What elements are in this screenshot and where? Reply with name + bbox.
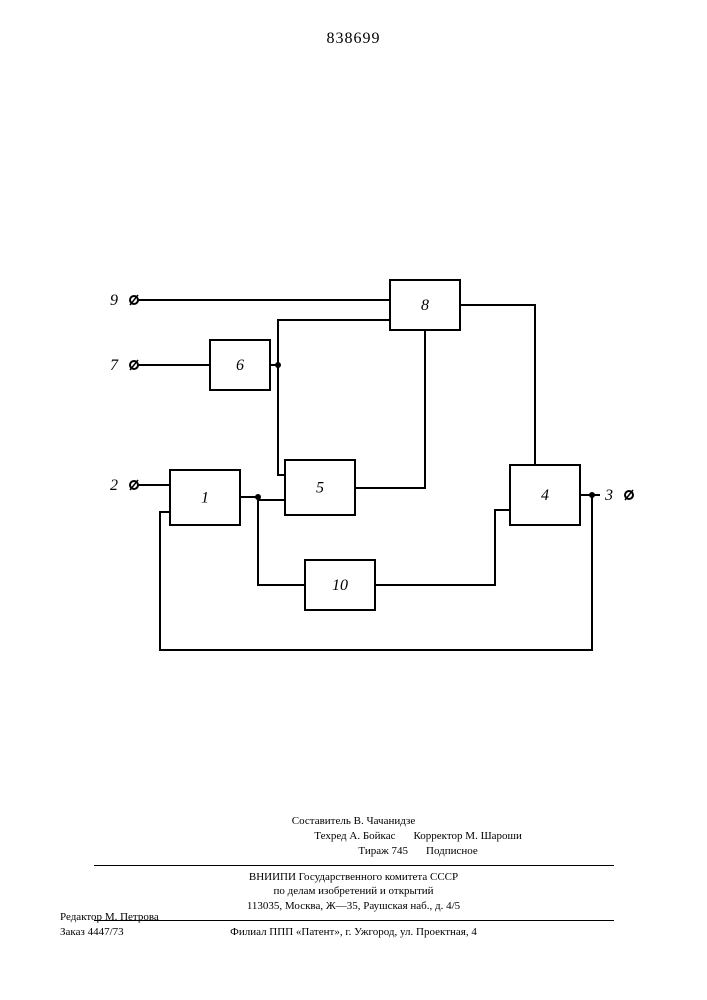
terminal-label-3: 3 xyxy=(604,487,613,504)
junction-dot xyxy=(275,362,281,368)
junction-dot xyxy=(589,492,595,498)
wire xyxy=(278,320,390,425)
wire xyxy=(375,510,510,585)
page: 838699 14568109723 Редактор М. Петрова З… xyxy=(0,0,707,1000)
junction-dot xyxy=(255,494,261,500)
compiler-name: В. Чачанидзе xyxy=(354,815,416,827)
techred-name: А. Бойкас xyxy=(349,830,395,842)
corrector-name: М. Шароши xyxy=(465,830,522,842)
footer-block: Составитель В. Чачанидзе XXXXXXXXXXXXXX … xyxy=(0,814,707,940)
techred-label: Техред xyxy=(314,830,346,842)
patent-number: 838699 xyxy=(0,30,707,48)
block-label-1: 1 xyxy=(201,490,209,507)
org-line1: ВНИИПИ Государственного комитета СССР xyxy=(0,870,707,885)
terminal-label-9: 9 xyxy=(110,292,118,309)
signed-label: Подписное xyxy=(426,844,478,859)
terminal-label-2: 2 xyxy=(110,477,118,494)
wire xyxy=(355,330,425,488)
wire xyxy=(460,305,535,465)
footer-divider-1 xyxy=(94,865,614,866)
block-label-6: 6 xyxy=(236,357,244,374)
block-label-8: 8 xyxy=(421,297,429,314)
terminal-label-7: 7 xyxy=(110,357,119,374)
block-label-4: 4 xyxy=(541,487,549,504)
footer-divider-2 xyxy=(94,920,614,921)
block-label-10: 10 xyxy=(332,577,348,594)
block-label-5: 5 xyxy=(316,480,324,497)
org-line2: по делам изобретений и открытий xyxy=(0,884,707,899)
wire xyxy=(240,497,285,500)
block-diagram: 1 4 5 6 8 10 9 7 2 3 xyxy=(80,200,640,660)
filial-line: Филиал ППП «Патент», г. Ужгород, ул. Про… xyxy=(0,925,707,940)
compiler-label: Составитель xyxy=(292,815,351,827)
tirage-label: Тираж xyxy=(358,845,388,857)
tirage-value: 745 xyxy=(392,845,409,857)
diagram-svg: 1 4 5 6 8 10 9 7 2 3 xyxy=(80,200,640,660)
corrector-label: Корректор xyxy=(414,830,463,842)
org-line3: 113035, Москва, Ж—35, Раушская наб., д. … xyxy=(0,899,707,914)
